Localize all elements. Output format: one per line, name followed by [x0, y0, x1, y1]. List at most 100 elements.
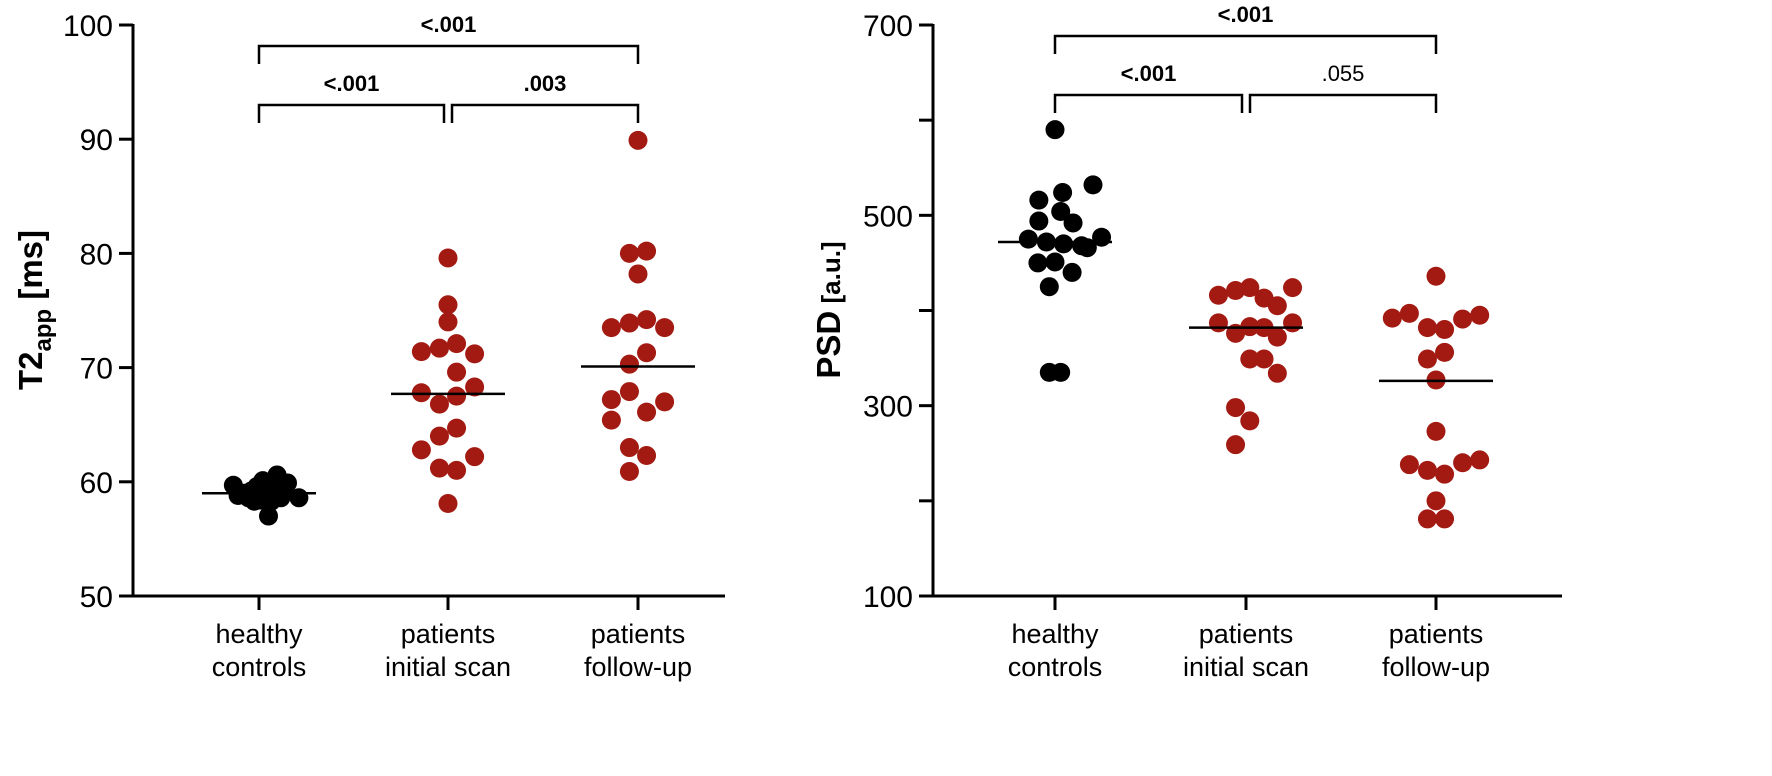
data-point [1226, 281, 1246, 301]
data-point [429, 426, 449, 446]
data-point [1426, 491, 1446, 511]
p-value-label: <.001 [421, 12, 477, 37]
data-point [438, 312, 458, 332]
x-category-label-line2: initial scan [385, 652, 511, 682]
data-point [619, 313, 639, 333]
p-value-label: .003 [524, 71, 567, 96]
data-point [637, 310, 657, 330]
data-point [1018, 229, 1038, 249]
y-axis-label: T2app [ms] [12, 230, 57, 390]
data-point [1051, 362, 1071, 382]
x-category-label-line1: patients [1389, 619, 1484, 649]
y-tick-label: 90 [80, 124, 113, 157]
y-tick-label: 100 [63, 10, 113, 43]
data-point [1283, 313, 1303, 333]
data-point [1062, 262, 1082, 282]
data-point [447, 386, 467, 406]
data-point [1051, 202, 1071, 222]
data-point [1254, 349, 1274, 369]
significance-bracket [1053, 34, 1438, 54]
data-point [438, 295, 458, 315]
data-point [411, 342, 431, 362]
y-tick-label: 700 [863, 10, 913, 43]
data-point [438, 493, 458, 513]
data-point [447, 418, 467, 438]
data-point [1240, 278, 1260, 298]
data-point [1039, 277, 1059, 297]
data-point [1267, 327, 1287, 347]
data-point [1453, 309, 1473, 329]
data-point [1045, 252, 1065, 272]
data-point [1453, 453, 1473, 473]
p-value-label: <.001 [1218, 2, 1274, 27]
data-point [1417, 460, 1437, 480]
y-tick-label: 70 [80, 353, 113, 386]
data-point [637, 402, 657, 422]
data-point [289, 488, 309, 508]
data-point [655, 392, 675, 412]
p-value-label: .055 [1322, 61, 1365, 86]
x-category-label-line1: patients [591, 619, 686, 649]
significance-bracket [1248, 93, 1438, 113]
data-point [601, 410, 621, 430]
x-category-label-line2: controls [1008, 652, 1103, 682]
data-point [447, 362, 467, 382]
p-value-label: <.001 [324, 71, 380, 96]
data-point [1053, 182, 1073, 202]
x-category-label-line2: initial scan [1183, 652, 1309, 682]
data-point [1435, 464, 1455, 484]
data-point [1083, 175, 1103, 195]
data-point [447, 460, 467, 480]
data-point [601, 318, 621, 338]
y-tick-label: 80 [80, 238, 113, 271]
data-point [1283, 278, 1303, 298]
data-point [1226, 435, 1246, 455]
data-point [1417, 349, 1437, 369]
x-category-label-line2: follow-up [1382, 652, 1490, 682]
data-point [429, 394, 449, 414]
data-point [411, 440, 431, 460]
data-point [1417, 509, 1437, 529]
data-point [1435, 320, 1455, 340]
data-point [628, 264, 648, 284]
x-category-label-line2: follow-up [584, 652, 692, 682]
data-point [1054, 234, 1074, 254]
data-point [1399, 303, 1419, 323]
y-tick-label: 100 [863, 581, 913, 614]
data-point [619, 438, 639, 458]
data-point [1045, 120, 1065, 140]
data-point [619, 243, 639, 263]
x-category-label-line2: controls [212, 652, 307, 682]
data-point [465, 344, 485, 364]
data-point [1267, 296, 1287, 316]
panel-psd: 100300500700healthycontrolspatientsiniti… [810, 2, 1562, 682]
data-point [637, 343, 657, 363]
data-point [429, 338, 449, 358]
data-point [1435, 509, 1455, 529]
data-point [619, 462, 639, 482]
data-point [1470, 305, 1490, 325]
data-point [1226, 398, 1246, 418]
data-point [628, 130, 648, 150]
y-tick-label: 300 [863, 391, 913, 424]
y-tick-label: 500 [863, 200, 913, 233]
x-category-label-line1: healthy [1011, 619, 1099, 649]
data-point [1267, 363, 1287, 383]
y-axis-label: PSD [a.u.] [810, 241, 847, 378]
data-point [1208, 285, 1228, 305]
data-point [259, 506, 278, 526]
significance-bracket [1053, 93, 1244, 113]
data-point [601, 390, 621, 410]
p-value-label: <.001 [1121, 61, 1177, 86]
data-point [465, 447, 485, 467]
data-point [1240, 349, 1260, 369]
data-point [655, 318, 675, 338]
x-category-label-line1: patients [1199, 619, 1294, 649]
data-point [1382, 308, 1402, 328]
significance-bracket [450, 103, 640, 123]
data-point [1417, 318, 1437, 338]
significance-bracket [257, 44, 640, 64]
data-point [1028, 253, 1048, 273]
